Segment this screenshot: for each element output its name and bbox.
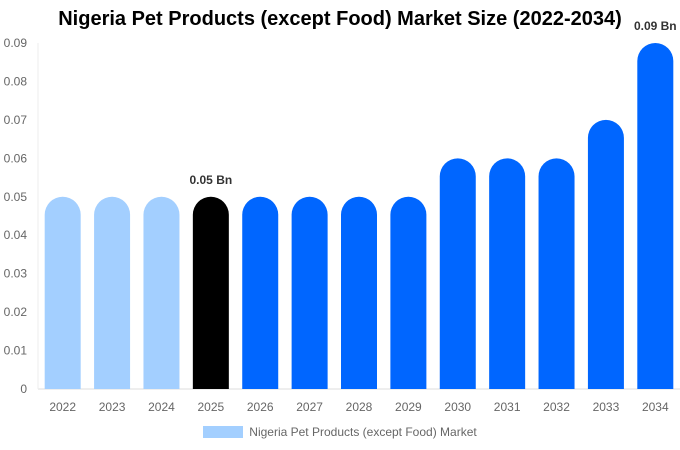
x-tick-label: 2029 (395, 400, 422, 414)
y-tick-label: 0.04 (4, 228, 28, 242)
y-tick-label: 0.07 (4, 113, 28, 127)
bar-2029 (390, 196, 427, 389)
y-tick-label: 0.02 (4, 305, 28, 319)
x-tick-label: 2031 (494, 400, 521, 414)
bar-2033 (587, 119, 624, 389)
chart-title: Nigeria Pet Products (except Food) Marke… (58, 8, 622, 30)
x-tick-label: 2027 (296, 400, 323, 414)
bar-2023 (94, 196, 131, 389)
bar-2028 (341, 196, 377, 389)
bar-2034 (637, 43, 674, 389)
bar-2025 (192, 196, 229, 389)
x-tick-label: 2028 (346, 400, 373, 414)
x-tick-label: 2032 (543, 400, 570, 414)
data-label: 0.09 Bn (634, 19, 677, 33)
bar-2030 (439, 158, 476, 389)
data-label: 0.05 Bn (190, 173, 233, 187)
bar-2027 (291, 196, 328, 389)
legend-label: Nigeria Pet Products (except Food) Marke… (249, 425, 477, 439)
bar-2024 (143, 196, 180, 389)
x-tick-label: 2024 (148, 400, 175, 414)
x-tick-label: 2023 (99, 400, 126, 414)
bar-2032 (538, 158, 575, 389)
y-tick-label: 0.08 (4, 74, 28, 88)
x-tick-label: 2026 (247, 400, 274, 414)
y-tick-label: 0.09 (4, 36, 28, 50)
x-tick-label: 2022 (49, 400, 76, 414)
y-tick-label: 0.06 (4, 151, 28, 165)
bar-2022 (44, 196, 81, 389)
x-tick-label: 2025 (197, 400, 224, 414)
x-tick-label: 2034 (642, 400, 669, 414)
y-tick-label: 0.03 (4, 267, 28, 281)
y-tick-label: 0.05 (4, 190, 28, 204)
x-tick-label: 2033 (593, 400, 620, 414)
y-tick-label: 0.01 (4, 344, 28, 358)
legend-swatch (203, 426, 244, 438)
x-tick-label: 2030 (444, 400, 471, 414)
y-tick-label: 0 (20, 382, 27, 396)
bar-2026 (242, 196, 279, 389)
bar-2031 (489, 158, 526, 389)
legend: Nigeria Pet Products (except Food) Marke… (0, 425, 680, 439)
